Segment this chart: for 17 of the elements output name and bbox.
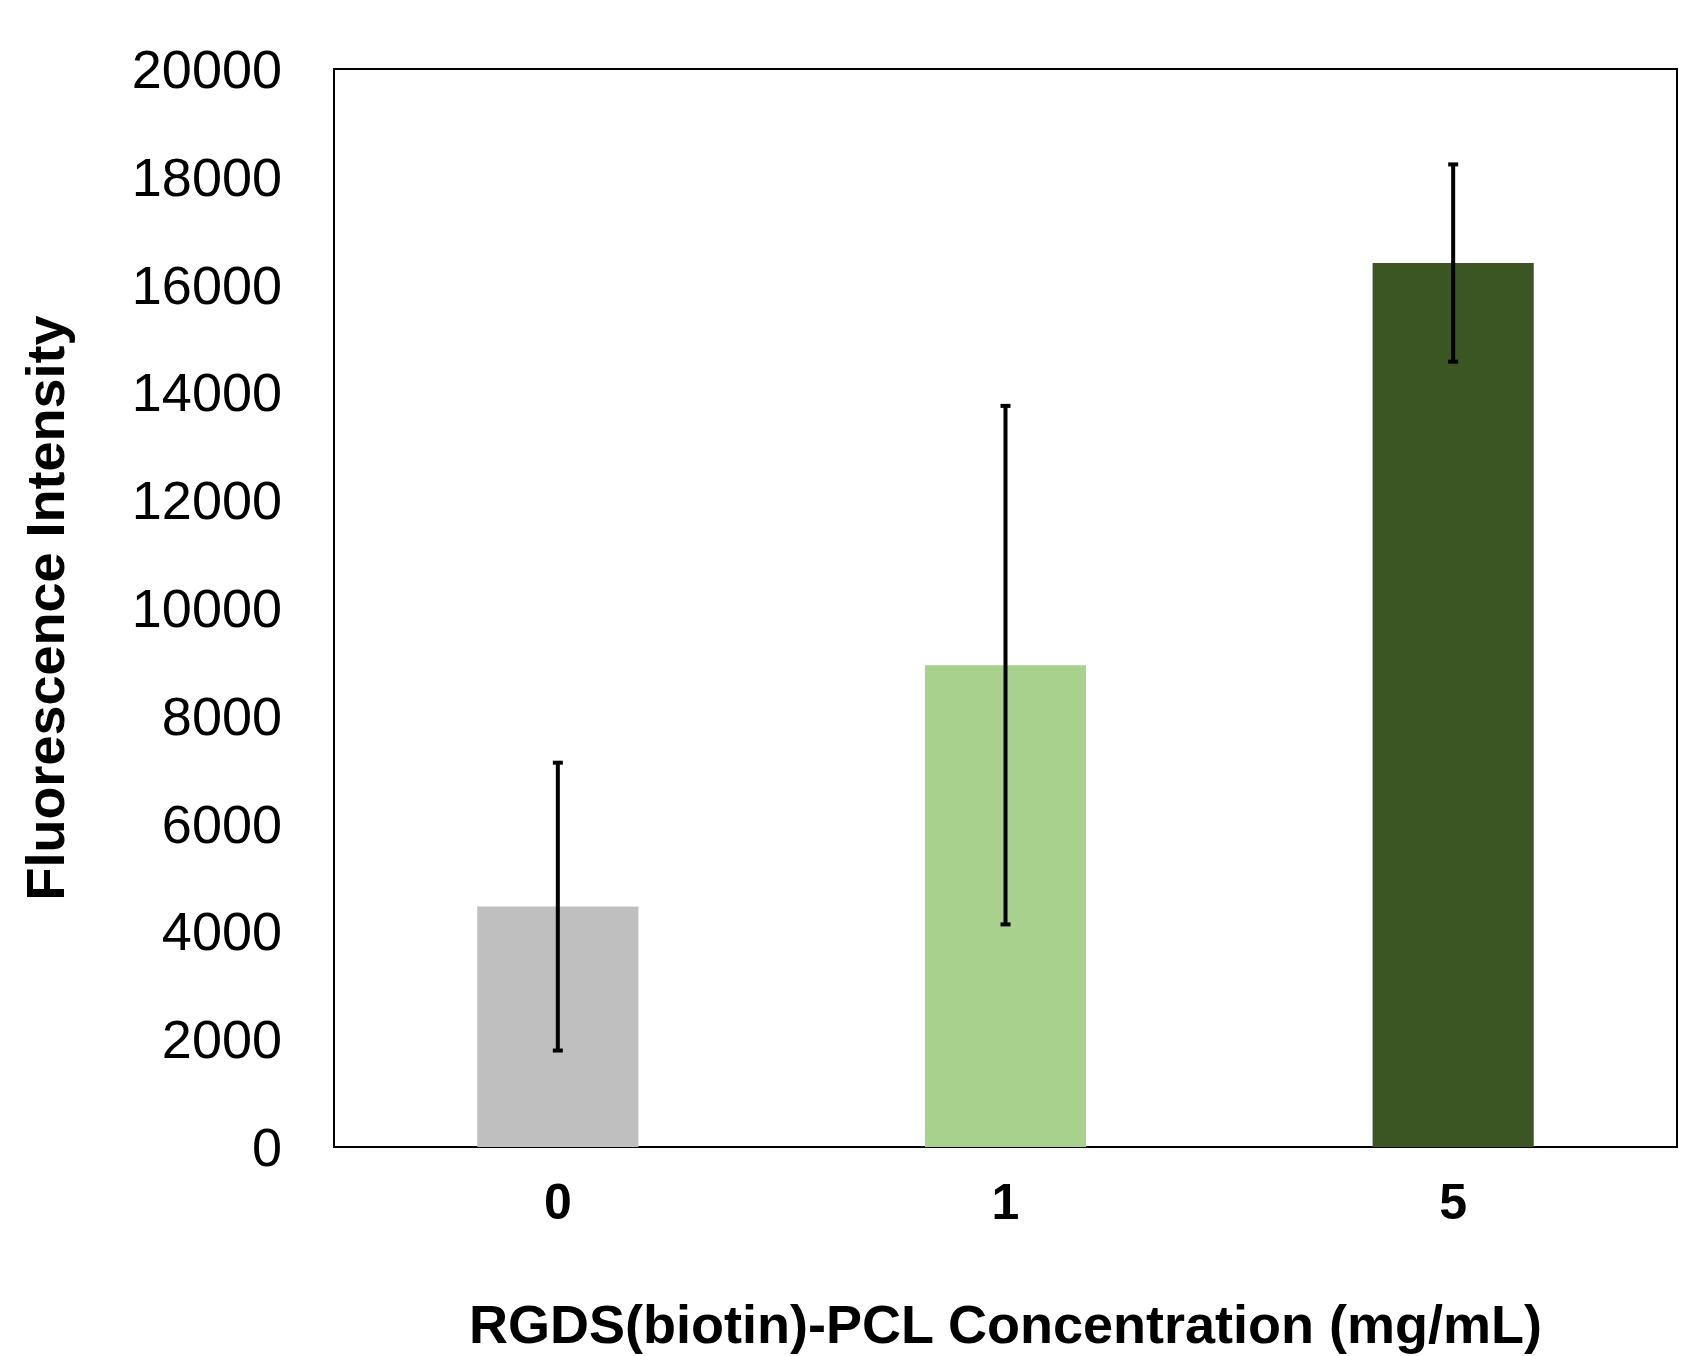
y-tick-label: 6000 (161, 793, 282, 854)
y-tick-label: 20000 (131, 39, 282, 99)
x-tick-label: 5 (1439, 1174, 1468, 1230)
y-tick-label: 4000 (161, 901, 282, 962)
y-tick-label: 16000 (131, 254, 282, 315)
y-tick-label: 14000 (131, 362, 282, 423)
y-tick-label: 18000 (131, 146, 282, 207)
x-tick-label: 0 (543, 1174, 572, 1230)
y-tick-label: 2000 (161, 1009, 282, 1070)
bar (1372, 263, 1534, 1147)
y-tick-label: 10000 (131, 578, 282, 638)
y-tick-label: 0 (251, 1117, 282, 1177)
y-tick-label: 12000 (131, 470, 282, 531)
x-axis-title: RGDS(biotin)-PCL Concentration (mg/mL) (469, 1294, 1542, 1354)
y-tick-label: 8000 (161, 685, 282, 746)
x-tick-label: 1 (991, 1174, 1020, 1230)
y-axis-title: Fluorescence Intensity (15, 315, 75, 901)
